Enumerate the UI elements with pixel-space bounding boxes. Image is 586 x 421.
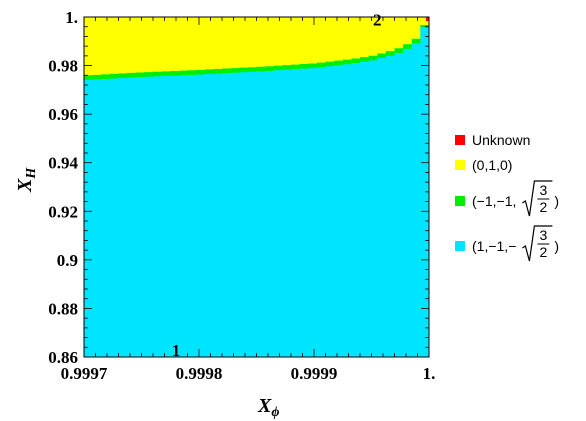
- y-tick-label: 1.: [65, 8, 78, 27]
- x-tick-label: 0.9997: [61, 364, 108, 383]
- y-tick-label: 0.9: [57, 251, 78, 270]
- x-axis-label-sub: ϕ: [271, 405, 279, 420]
- y-tick-label: 0.94: [48, 154, 78, 173]
- y-tick-label: 0.98: [48, 57, 78, 76]
- y-tick-labels: 0.86 0.88 0.9 0.92 0.94 0.96 0.98 1.: [48, 8, 78, 367]
- region-pp1: [84, 27, 429, 357]
- legend-label-pm1: (−1,−1, 32): [472, 180, 559, 217]
- legend-swatch-pp1: [455, 241, 465, 251]
- fraction-numerator: 3: [540, 227, 548, 243]
- y-axis-label: XH: [14, 167, 39, 193]
- y-axis-label-sub: H: [24, 167, 39, 180]
- legend-swatch-pm1: [455, 196, 465, 206]
- axis-ticks: [83, 16, 430, 358]
- legend-label-pp1: (1,−1,− 32): [472, 225, 559, 262]
- legend-label-suffix: ): [554, 193, 559, 209]
- legend-label-suffix: ): [554, 238, 559, 254]
- x-tick-label: 0.9999: [291, 364, 338, 383]
- x-axis-label-main: X: [257, 395, 272, 417]
- x-tick-label: 1.: [423, 364, 436, 383]
- y-tick-label: 0.88: [48, 299, 78, 318]
- x-tick-labels: 0.9997 0.9998 0.9999 1.: [61, 364, 436, 383]
- legend-label-p010: (0,1,0): [472, 157, 512, 173]
- y-tick-label: 0.86: [48, 348, 78, 367]
- legend-swatch-unknown: [455, 135, 465, 145]
- annotation-label: 2: [373, 11, 382, 30]
- annotations: 12: [172, 11, 382, 360]
- legend-swatch-p010: [455, 160, 465, 170]
- fraction-denominator: 2: [540, 199, 548, 215]
- legend: Unknown(0,1,0)(−1,−1,32)(1,−1,−32): [455, 132, 559, 262]
- y-tick-label: 0.96: [48, 105, 78, 124]
- radical-sign: [522, 225, 553, 262]
- region-unknown: [426, 17, 429, 21]
- legend-label-prefix: (1,−1,−: [472, 238, 516, 254]
- plot-regions: [84, 17, 429, 357]
- legend-label-prefix: (−1,−1,: [472, 193, 516, 209]
- legend-label-unknown: Unknown: [472, 132, 530, 148]
- y-axis-label-main: X: [14, 178, 36, 193]
- x-axis-label: Xϕ: [257, 395, 279, 420]
- fraction-denominator: 2: [540, 244, 548, 260]
- radical-sign: [522, 180, 553, 217]
- x-tick-label: 0.9998: [176, 364, 223, 383]
- annotation-label: 1: [172, 341, 181, 360]
- fraction-numerator: 3: [540, 182, 548, 198]
- y-tick-label: 0.92: [48, 202, 78, 221]
